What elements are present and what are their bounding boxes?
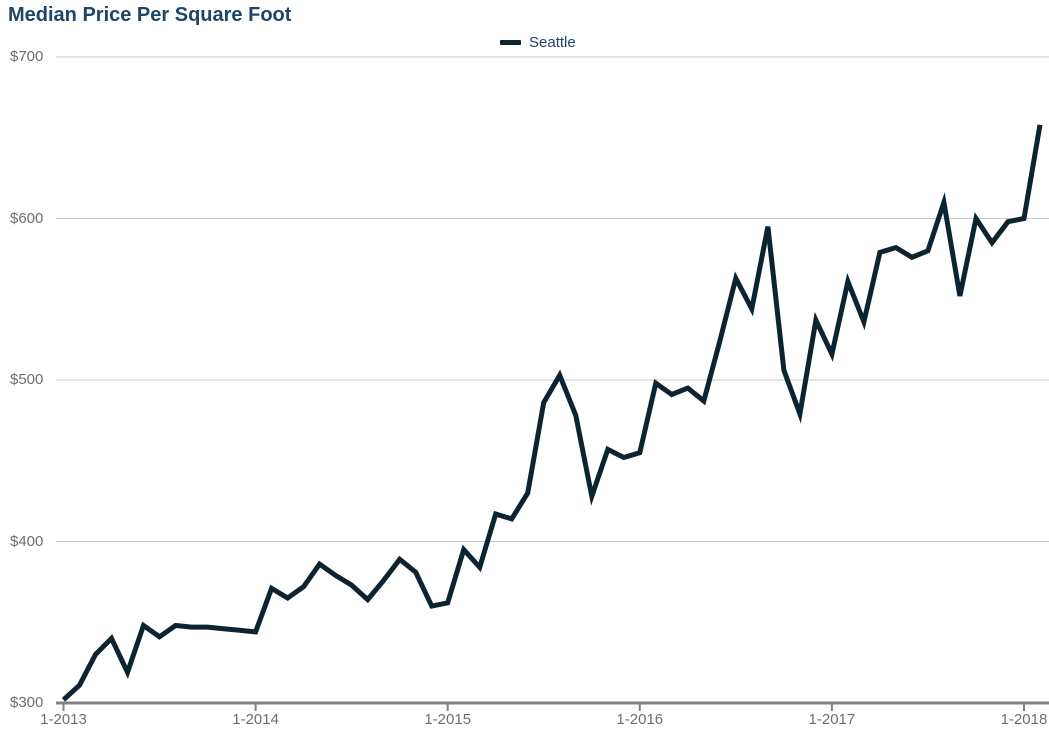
- seattle-line-swatch-icon: [500, 40, 521, 45]
- y-axis-label-400: $400: [10, 532, 44, 550]
- chart-title: Median Price Per Square Foot: [8, 4, 292, 26]
- x-axis-label-2016: 1-2016: [616, 711, 664, 728]
- y-axis-label-300: $300: [10, 694, 44, 711]
- y-axis-label-500: $500: [10, 371, 44, 388]
- x-axis-label-2014: 1-2014: [232, 711, 279, 728]
- legend-label-seattle: Seattle: [529, 34, 576, 51]
- y-axis-label-600: $600: [10, 209, 44, 227]
- x-axis-label-2013: 1-2013: [40, 711, 87, 728]
- x-axis-label-2018: 1-2018: [1000, 711, 1048, 728]
- legend: Seattle: [500, 34, 576, 51]
- seattle-price-line: [61, 124, 1043, 702]
- x-axis-label-2015: 1-2015: [424, 711, 472, 728]
- x-axis-label-2017: 1-2017: [808, 711, 856, 728]
- y-axis-label-700: $700: [10, 48, 44, 65]
